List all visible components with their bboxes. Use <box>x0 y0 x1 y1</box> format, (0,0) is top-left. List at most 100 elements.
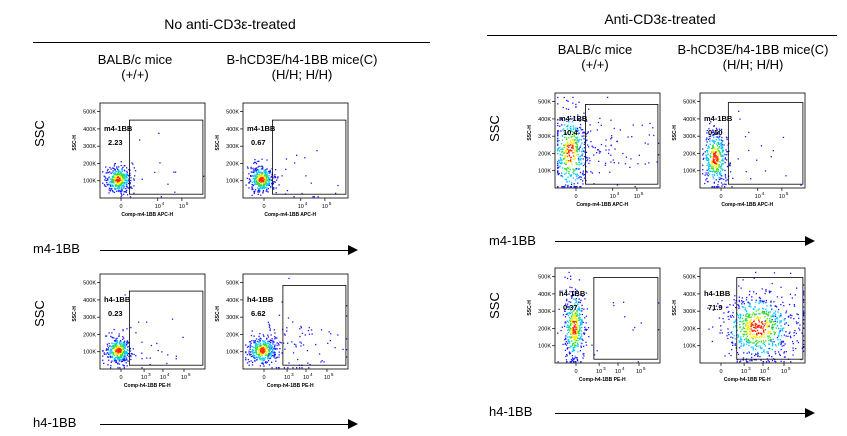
event-dot <box>570 174 573 176</box>
event-dot <box>581 313 583 316</box>
event-dot <box>735 325 737 327</box>
event-dot <box>274 355 276 357</box>
event-dot <box>570 140 572 142</box>
event-dot <box>577 327 579 329</box>
event-dot <box>756 329 759 332</box>
left-row1-marker-label: m4-1BB <box>33 241 80 256</box>
event-dot <box>743 343 745 345</box>
event-dot <box>716 164 719 166</box>
event-dot <box>618 162 620 164</box>
event-dot <box>736 359 738 361</box>
event-dot <box>574 345 576 347</box>
event-dot <box>718 158 720 160</box>
event-dot <box>783 334 785 336</box>
event-dot <box>255 353 258 355</box>
event-dots <box>707 271 805 363</box>
event-dot <box>564 124 566 126</box>
gate-label: h4-1BB <box>247 295 274 304</box>
event-dot <box>320 329 323 331</box>
event-dot <box>263 178 265 180</box>
event-dot <box>719 178 721 181</box>
event-dot <box>119 344 121 346</box>
event-dot <box>253 192 255 195</box>
event-dot <box>123 165 125 167</box>
event-dot <box>129 182 131 184</box>
event-dot <box>268 344 270 346</box>
event-dot <box>576 323 578 325</box>
event-dot <box>138 321 140 323</box>
event-dot <box>577 174 579 177</box>
event-dot <box>126 174 128 177</box>
event-dot <box>715 148 717 150</box>
event-dot <box>116 342 118 344</box>
event-dot <box>565 147 568 149</box>
event-dot <box>126 167 128 169</box>
event-dot <box>763 351 765 353</box>
event-dot <box>780 321 782 323</box>
event-dot <box>763 341 765 344</box>
event-dot <box>579 127 582 129</box>
event-dot <box>760 321 763 324</box>
event-dot <box>724 154 726 156</box>
event-dot <box>707 150 709 152</box>
event-dot <box>713 154 715 156</box>
event-dot <box>557 130 559 132</box>
event-dot <box>768 311 770 313</box>
event-dot <box>119 176 121 178</box>
event-dot <box>259 175 261 177</box>
event-dot <box>725 149 727 151</box>
event-dot <box>718 153 720 155</box>
event-dot <box>713 147 715 150</box>
event-dot <box>761 320 763 323</box>
event-dot <box>572 318 574 321</box>
event-dot <box>106 172 108 174</box>
event-dot <box>271 182 273 184</box>
event-dot <box>120 174 122 177</box>
event-dot <box>259 355 261 358</box>
event-dot <box>748 331 750 333</box>
event-dot <box>263 177 265 180</box>
event-dot <box>269 329 271 332</box>
right-row2-arrow-head <box>805 408 815 418</box>
event-dot <box>574 314 576 317</box>
event-dot <box>567 329 569 331</box>
event-dot <box>768 290 770 292</box>
event-dot <box>569 326 571 329</box>
event-dot <box>749 332 752 334</box>
event-dot <box>708 135 710 138</box>
x-tick-exponent: 4 <box>305 201 308 206</box>
event-dot <box>265 190 267 192</box>
event-dot <box>724 355 726 357</box>
event-dot <box>123 355 125 357</box>
event-dot <box>572 313 574 315</box>
event-dot <box>259 343 261 345</box>
event-dot <box>269 341 271 343</box>
event-dot <box>269 357 272 359</box>
event-dot <box>557 124 559 127</box>
event-dot <box>133 178 135 180</box>
event-dot <box>570 160 572 162</box>
event-dot <box>711 159 713 162</box>
event-dot <box>778 328 780 330</box>
event-dot <box>557 153 559 155</box>
event-dot <box>579 138 581 141</box>
event-dot <box>120 192 122 194</box>
event-dot <box>334 347 336 349</box>
event-dot <box>557 332 559 334</box>
event-dot <box>728 352 730 355</box>
event-dot <box>258 176 260 179</box>
event-dot <box>576 127 579 129</box>
event-dot <box>740 315 742 317</box>
event-dot <box>703 157 705 159</box>
event-dot <box>754 344 757 346</box>
event-dot <box>262 191 264 193</box>
event-dot <box>113 352 116 354</box>
event-dot <box>717 163 719 165</box>
event-dot <box>576 318 578 320</box>
event-dot <box>173 171 175 173</box>
event-dot <box>122 176 124 179</box>
event-dot <box>566 99 568 102</box>
event-dot <box>272 355 274 357</box>
event-dot <box>124 349 126 352</box>
